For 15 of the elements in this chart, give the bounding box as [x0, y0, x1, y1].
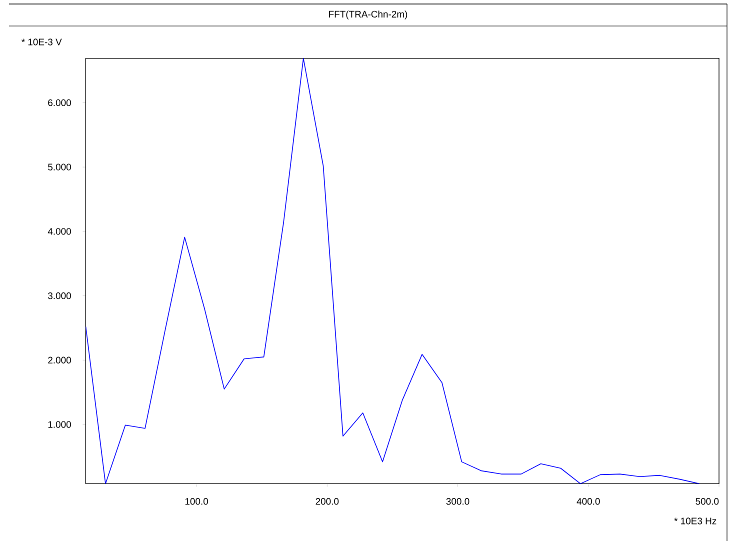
y-tick-label: 5.000 — [48, 164, 71, 170]
y-tick-label: 2.000 — [48, 356, 71, 364]
x-tick-label: 500.0 — [696, 498, 719, 505]
x-tick-label: 300.0 — [446, 498, 470, 505]
chart-title: FFT(TRA-Chn-2m) — [329, 10, 408, 20]
line-series — [86, 58, 700, 484]
y-tick-label: 6.000 — [48, 99, 71, 106]
y-tick-label: 3.000 — [48, 292, 71, 299]
x-tick-label: 100.0 — [185, 498, 208, 505]
x-tick-label: 200.0 — [316, 498, 339, 505]
y-tick-label: 1.000 — [48, 421, 71, 428]
x-tick-label: 400.0 — [576, 498, 600, 505]
x-axis-title: * 10E3 Hz — [674, 518, 716, 524]
y-axis-title: * 10E-3 V — [22, 38, 62, 46]
y-tick-label: 4.000 — [48, 228, 71, 235]
